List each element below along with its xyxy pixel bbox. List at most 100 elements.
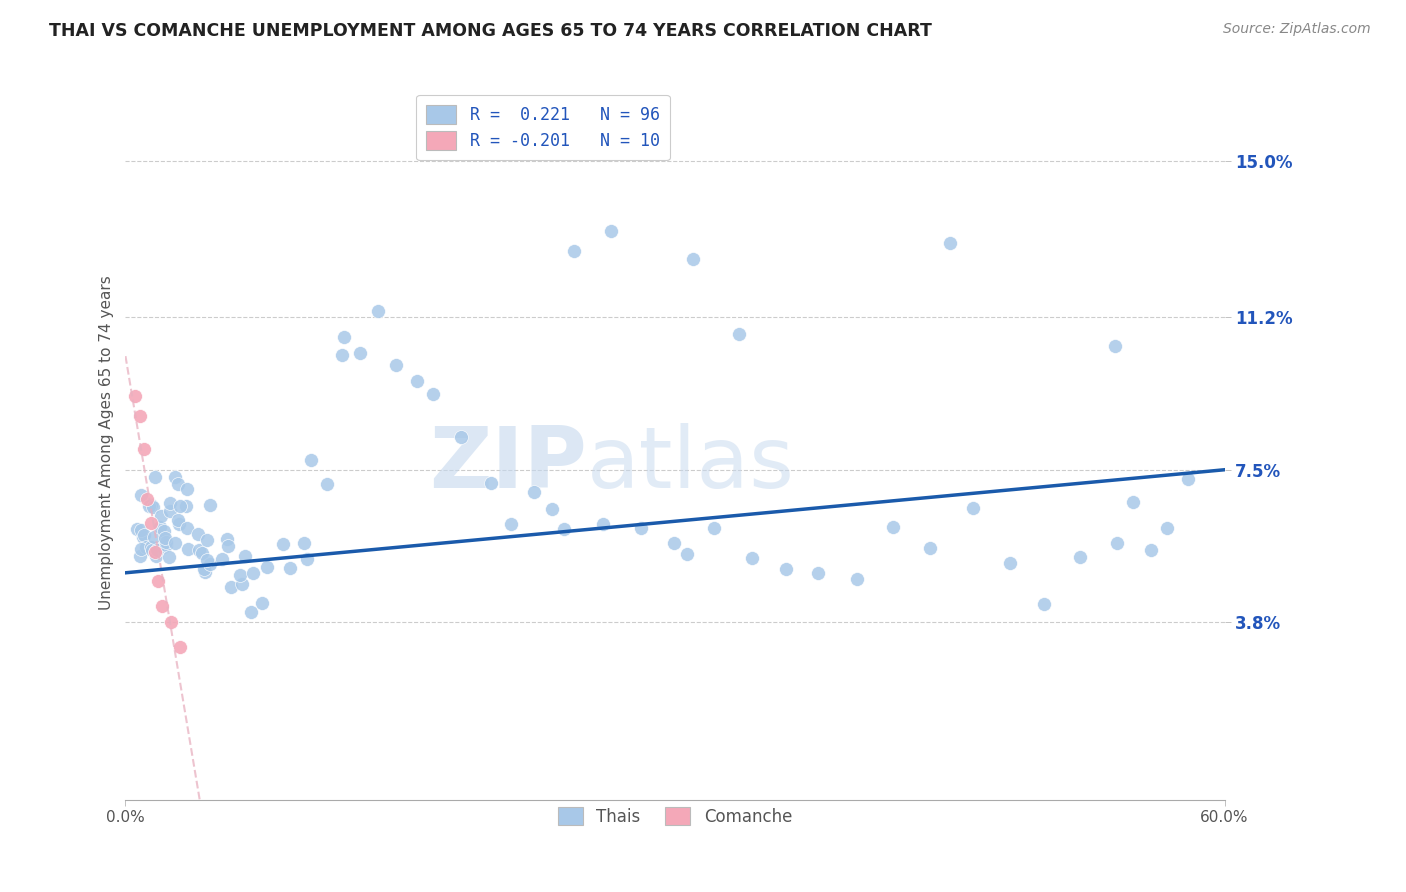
- Point: [136, 491, 159, 506]
- Point: [422, 387, 444, 401]
- Point: [195, 553, 218, 567]
- Point: [177, 541, 200, 556]
- Point: [129, 549, 152, 564]
- Point: [330, 347, 353, 361]
- Point: [176, 482, 198, 496]
- Point: [176, 521, 198, 535]
- Point: [367, 303, 389, 318]
- Point: [167, 513, 190, 527]
- Point: [138, 499, 160, 513]
- Point: [132, 528, 155, 542]
- Point: [233, 549, 256, 563]
- Point: [148, 574, 170, 588]
- Point: [315, 476, 337, 491]
- Point: [167, 517, 190, 532]
- Point: [1156, 521, 1178, 535]
- Point: [846, 572, 869, 586]
- Text: Source: ZipAtlas.com: Source: ZipAtlas.com: [1223, 22, 1371, 37]
- Point: [139, 516, 162, 531]
- Point: [1032, 597, 1054, 611]
- Point: [152, 540, 174, 554]
- Point: [703, 521, 725, 535]
- Point: [523, 485, 546, 500]
- Y-axis label: Unemployment Among Ages 65 to 74 years: Unemployment Among Ages 65 to 74 years: [100, 276, 114, 610]
- Point: [1069, 549, 1091, 564]
- Point: [450, 430, 472, 444]
- Text: ZIP: ZIP: [429, 423, 588, 506]
- Point: [333, 330, 356, 344]
- Point: [155, 535, 177, 549]
- Point: [143, 470, 166, 484]
- Point: [174, 500, 197, 514]
- Point: [129, 523, 152, 537]
- Legend: Thais, Comanche: Thais, Comanche: [550, 799, 800, 834]
- Point: [562, 244, 585, 259]
- Point: [682, 252, 704, 267]
- Point: [271, 536, 294, 550]
- Point: [939, 235, 962, 250]
- Point: [630, 521, 652, 535]
- Point: [1140, 543, 1163, 558]
- Point: [157, 549, 180, 564]
- Point: [541, 501, 564, 516]
- Point: [1177, 472, 1199, 486]
- Point: [217, 539, 239, 553]
- Point: [153, 531, 176, 545]
- Point: [250, 596, 273, 610]
- Point: [129, 409, 152, 424]
- Point: [217, 532, 239, 546]
- Point: [239, 606, 262, 620]
- Point: [664, 536, 686, 550]
- Point: [149, 509, 172, 524]
- Text: atlas: atlas: [588, 423, 794, 506]
- Point: [166, 477, 188, 491]
- Point: [195, 533, 218, 548]
- Point: [165, 535, 187, 549]
- Point: [675, 547, 697, 561]
- Point: [349, 346, 371, 360]
- Point: [160, 615, 183, 630]
- Point: [920, 541, 942, 556]
- Point: [145, 543, 167, 558]
- Point: [297, 552, 319, 566]
- Point: [159, 496, 181, 510]
- Point: [1122, 495, 1144, 509]
- Point: [599, 224, 621, 238]
- Point: [479, 476, 502, 491]
- Point: [741, 550, 763, 565]
- Point: [1104, 339, 1126, 353]
- Point: [193, 562, 215, 576]
- Point: [1000, 556, 1022, 570]
- Point: [198, 557, 221, 571]
- Point: [155, 538, 177, 552]
- Point: [553, 522, 575, 536]
- Point: [962, 501, 984, 516]
- Point: [125, 522, 148, 536]
- Point: [143, 545, 166, 559]
- Point: [141, 498, 163, 512]
- Point: [278, 560, 301, 574]
- Text: THAI VS COMANCHE UNEMPLOYMENT AMONG AGES 65 TO 74 YEARS CORRELATION CHART: THAI VS COMANCHE UNEMPLOYMENT AMONG AGES…: [49, 22, 932, 40]
- Point: [135, 541, 157, 555]
- Point: [200, 498, 222, 512]
- Point: [129, 542, 152, 557]
- Point: [229, 567, 252, 582]
- Point: [499, 517, 522, 532]
- Point: [406, 375, 429, 389]
- Point: [142, 500, 165, 515]
- Point: [141, 543, 163, 558]
- Point: [129, 488, 152, 502]
- Point: [149, 520, 172, 534]
- Point: [132, 530, 155, 544]
- Point: [190, 546, 212, 560]
- Point: [194, 565, 217, 579]
- Point: [153, 524, 176, 539]
- Point: [807, 566, 830, 580]
- Point: [186, 526, 208, 541]
- Point: [169, 640, 191, 654]
- Point: [256, 560, 278, 574]
- Point: [163, 470, 186, 484]
- Point: [187, 542, 209, 557]
- Point: [124, 388, 146, 402]
- Point: [159, 504, 181, 518]
